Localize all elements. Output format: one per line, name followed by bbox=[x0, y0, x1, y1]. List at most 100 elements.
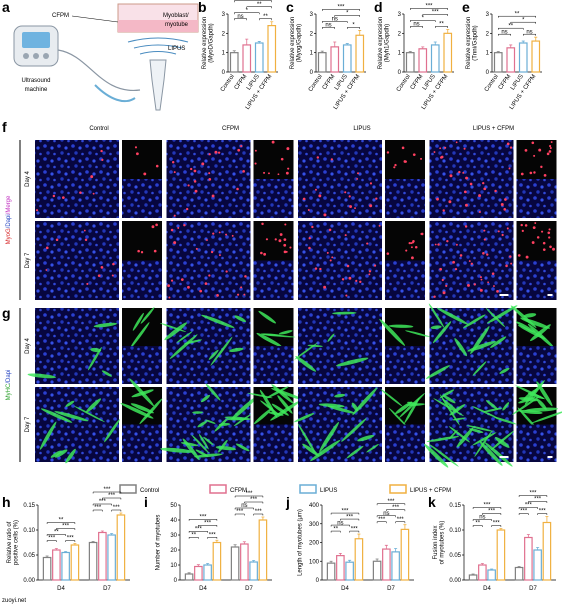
myhc-fiber bbox=[380, 389, 403, 407]
x-tick-label: D7 bbox=[529, 586, 537, 592]
micrograph bbox=[385, 179, 425, 218]
sig-bracket bbox=[322, 21, 348, 23]
error-bar bbox=[206, 563, 210, 565]
panel-letter: c bbox=[286, 0, 294, 15]
scale-bar bbox=[547, 456, 553, 458]
myog-signal bbox=[540, 165, 543, 169]
myog-signal bbox=[308, 237, 311, 240]
myog-signal bbox=[510, 262, 513, 265]
myog-signal bbox=[323, 213, 327, 217]
myhc-fiber bbox=[493, 416, 517, 425]
myog-signal bbox=[487, 281, 490, 284]
myog-signal bbox=[493, 285, 495, 287]
cfpm-label: CFPM bbox=[52, 13, 69, 19]
sig-bracket bbox=[498, 15, 536, 18]
myhc-fiber bbox=[452, 417, 466, 421]
myog-signal bbox=[314, 267, 318, 270]
myog-signal bbox=[501, 233, 504, 237]
myog-signal bbox=[323, 285, 327, 289]
micrograph bbox=[516, 424, 557, 462]
myog-signal bbox=[225, 270, 228, 273]
myog-signal bbox=[531, 241, 535, 244]
myhc-fiber bbox=[234, 315, 247, 323]
myog-signal bbox=[177, 227, 180, 229]
error-bar bbox=[338, 552, 342, 556]
myog-signal bbox=[525, 255, 529, 259]
sig-bracket bbox=[207, 537, 218, 539]
sig-bracket bbox=[340, 518, 360, 521]
y-tick-label: 0 bbox=[486, 70, 490, 76]
myhc-fiber bbox=[191, 434, 209, 454]
myog-signal bbox=[219, 254, 221, 256]
myog-signal bbox=[346, 264, 350, 268]
micrograph bbox=[122, 308, 162, 346]
myog-signal bbox=[167, 284, 171, 288]
myog-signal bbox=[465, 176, 469, 180]
myog-signal bbox=[316, 156, 320, 159]
myog-signal bbox=[206, 239, 208, 241]
y-axis-label: Relative expression bbox=[290, 17, 296, 69]
myog-signal bbox=[261, 222, 264, 226]
sig-label: * bbox=[422, 16, 425, 22]
myhc-fiber bbox=[510, 305, 537, 329]
micrograph bbox=[122, 221, 162, 261]
myog-signal bbox=[330, 158, 334, 161]
error-bar bbox=[403, 524, 407, 530]
sig-bracket bbox=[330, 530, 341, 533]
bar bbox=[249, 561, 258, 581]
micrograph bbox=[122, 346, 162, 384]
y-tick-label: 0 bbox=[174, 578, 178, 584]
myhc-fiber bbox=[90, 347, 102, 353]
myog-signal bbox=[448, 200, 452, 204]
myog-signal bbox=[444, 146, 447, 149]
myog-signal bbox=[479, 288, 483, 292]
error-bar bbox=[245, 38, 249, 45]
bar bbox=[330, 46, 340, 73]
myog-signal bbox=[368, 273, 371, 276]
bar bbox=[487, 569, 496, 581]
error-bar bbox=[433, 41, 437, 45]
myog-signal bbox=[412, 240, 415, 243]
myog-signal bbox=[454, 267, 458, 271]
legend-label: CFPM bbox=[230, 488, 247, 494]
myog-signal bbox=[548, 228, 551, 231]
sig-label: *** bbox=[493, 521, 501, 527]
sig-label: *** bbox=[425, 4, 433, 10]
legend-swatch bbox=[299, 484, 317, 494]
y-tick-label: 2 bbox=[310, 31, 314, 37]
sig-bracket bbox=[518, 507, 538, 509]
sig-bracket bbox=[330, 524, 350, 527]
myhc-fiber bbox=[443, 395, 456, 404]
myhc-fiber bbox=[334, 393, 346, 398]
myhc-fiber bbox=[278, 330, 293, 335]
myog-signal bbox=[210, 250, 214, 254]
myog-signal bbox=[368, 270, 372, 273]
sig-bracket bbox=[376, 521, 387, 524]
myhc-fiber bbox=[448, 430, 458, 440]
sig-label: ** bbox=[54, 530, 59, 536]
myog-signal bbox=[187, 184, 190, 187]
myog-signal bbox=[529, 171, 533, 175]
myog-signal bbox=[359, 280, 362, 284]
myhc-fiber bbox=[472, 432, 497, 446]
myog-signal bbox=[449, 174, 453, 178]
micrograph bbox=[122, 424, 162, 462]
sig-label: ** bbox=[59, 518, 64, 524]
myog-signal bbox=[439, 147, 442, 150]
sig-label: ns bbox=[337, 520, 343, 526]
sig-bracket bbox=[330, 512, 360, 515]
myog-signal bbox=[442, 291, 446, 295]
error-bar bbox=[252, 560, 256, 562]
y-tick-label: 0 bbox=[316, 578, 320, 584]
stain-label: MyoG/Dapi/Merge bbox=[6, 195, 12, 244]
myog-signal bbox=[185, 207, 189, 211]
myhc-fiber bbox=[531, 410, 562, 424]
sig-label: ** bbox=[191, 532, 196, 538]
myog-signal bbox=[503, 208, 507, 211]
myog-signal bbox=[212, 232, 215, 235]
myog-signal bbox=[236, 187, 239, 191]
micrograph bbox=[166, 221, 251, 300]
myog-signal bbox=[408, 241, 411, 245]
bar bbox=[391, 551, 400, 581]
